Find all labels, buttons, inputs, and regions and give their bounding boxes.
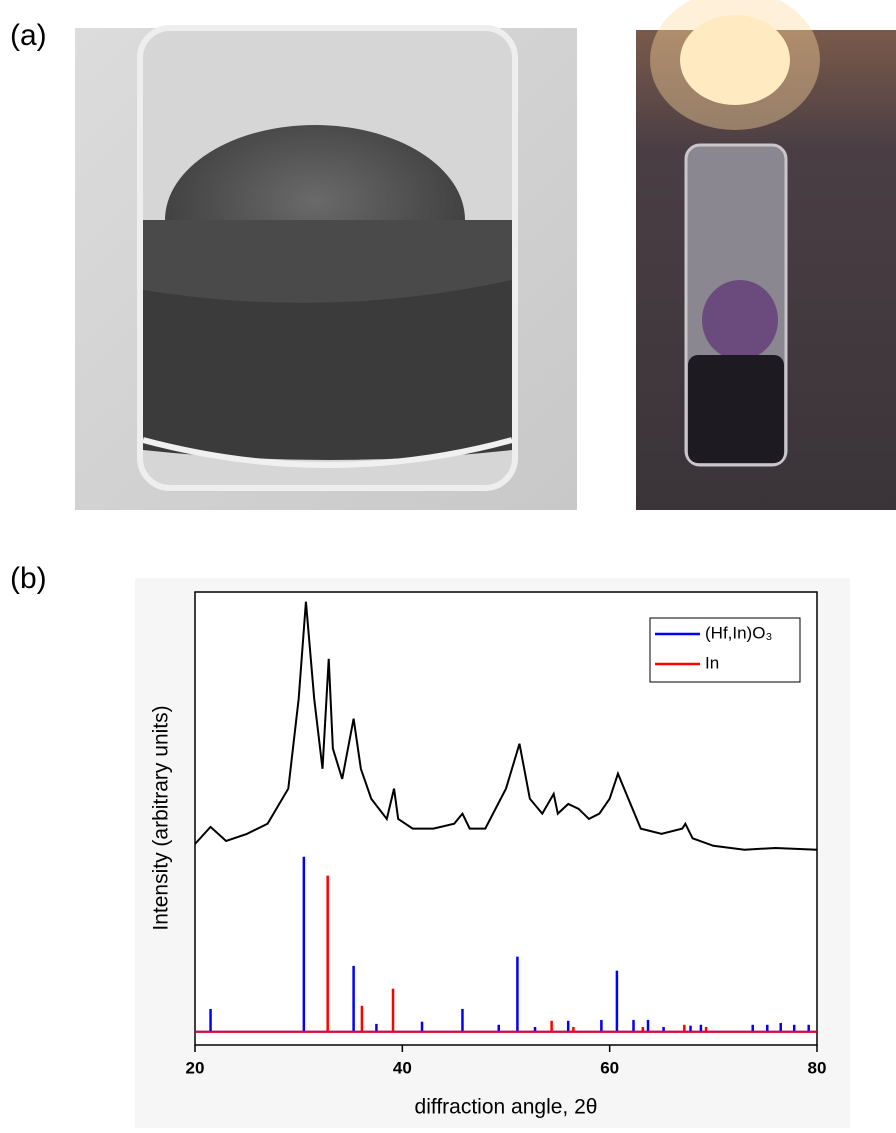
x-tick-label: 60: [600, 1058, 619, 1077]
legend-label: (Hf,In)O₃: [705, 623, 772, 642]
xrd-pattern: [194, 601, 818, 851]
photo-vial-burning: [636, 0, 896, 510]
legend-box: [649, 617, 801, 683]
legend-label: In: [705, 653, 719, 672]
photo-vial-powder: [75, 25, 577, 510]
x-tick-label: 20: [186, 1058, 205, 1077]
panel-label: (b): [10, 562, 47, 595]
x-tick-label: 80: [808, 1058, 827, 1077]
y-axis-label: Intensity (arbitrary units): [150, 705, 173, 930]
x-axis-label: diffraction angle, 2θ: [415, 1096, 598, 1119]
panel-label: (a): [10, 19, 47, 52]
x-tick-label: 40: [393, 1058, 412, 1077]
